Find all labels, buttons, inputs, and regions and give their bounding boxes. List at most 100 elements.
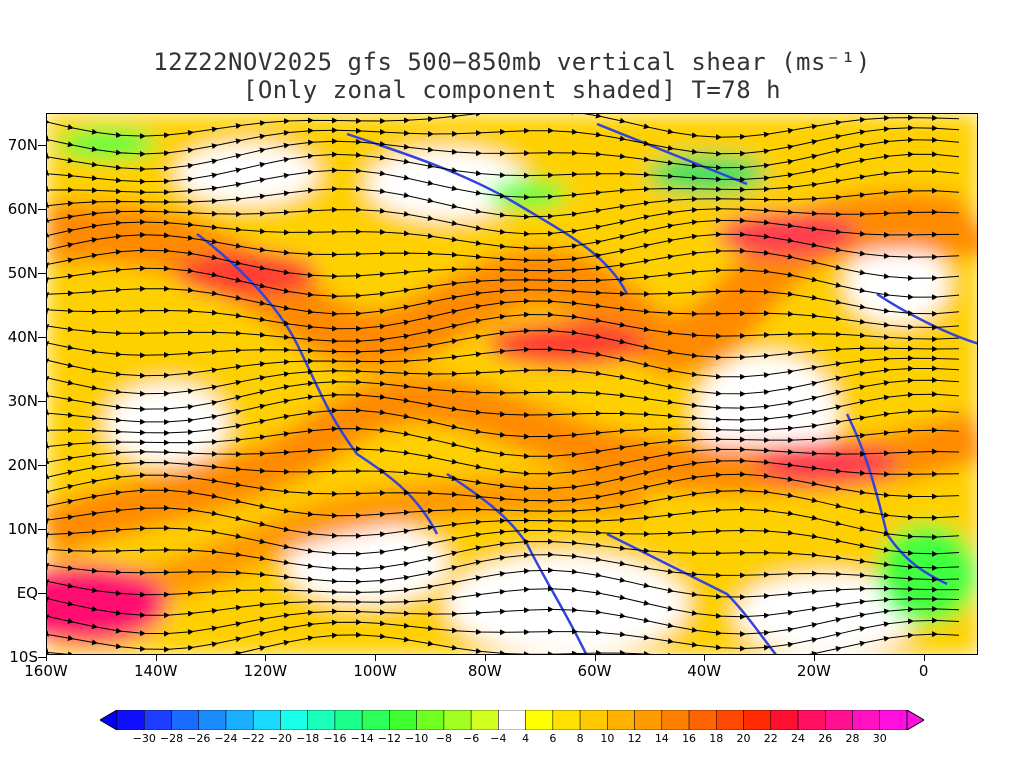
longitude-tick: [704, 655, 706, 661]
colorbar-swatch: [361, 710, 390, 730]
colorbar-label: −28: [159, 732, 184, 745]
colorbar-swatch: [198, 710, 227, 730]
colorbar-label: 26: [818, 732, 833, 745]
streamline: [47, 285, 960, 317]
colorbar: [100, 710, 924, 730]
longitude-label: 0: [918, 662, 929, 680]
colorbar-swatch: [661, 710, 690, 730]
longitude-tick: [923, 655, 925, 661]
colorbar-label: 18: [709, 732, 724, 745]
colorbar-label: 8: [576, 732, 584, 745]
colorbar-swatch: [252, 710, 281, 730]
colorbar-swatch: [552, 710, 581, 730]
colorbar-swatch: [525, 710, 554, 730]
longitude-label: 60W: [577, 662, 612, 680]
longitude-label: 20W: [796, 662, 831, 680]
colorbar-label: 22: [763, 732, 778, 745]
streamline: [47, 631, 960, 654]
colorbar-label: −24: [214, 732, 238, 745]
longitude-tick: [46, 655, 47, 661]
colorbar-label: −4: [490, 732, 507, 745]
colorbar-label: 30: [872, 732, 887, 745]
longitude-label: 160W: [24, 662, 68, 680]
longitude-label: 140W: [133, 662, 178, 680]
latitude-label: 20N: [7, 456, 38, 474]
latitude-tick: [38, 593, 46, 594]
latitude-tick: [38, 657, 46, 658]
latitude-tick: [38, 273, 46, 274]
colorbar-label: 4: [522, 732, 530, 745]
colorbar-label: 10: [600, 732, 615, 745]
colorbar-label: −18: [296, 732, 320, 745]
colorbar-swatch: [634, 710, 663, 730]
longitude-tick: [813, 655, 815, 661]
colorbar-swatch: [852, 710, 881, 730]
colorbar-label: 6: [549, 732, 557, 745]
longitude-tick: [265, 655, 267, 661]
latitude-label: 40N: [7, 328, 38, 346]
colorbar-swatch: [470, 710, 499, 730]
longitude-label: 40W: [687, 662, 722, 680]
colorbar-label: 24: [791, 732, 806, 745]
latitude-tick: [38, 337, 46, 338]
colorbar-swatch: [143, 710, 172, 730]
streamline: [47, 525, 960, 557]
colorbar-swatch: [416, 710, 445, 730]
latitude-tick: [38, 209, 46, 210]
colorbar-label: −26: [187, 732, 211, 745]
longitude-tick: [484, 655, 486, 661]
colorbar-label: −20: [268, 732, 293, 745]
colorbar-swatch: [280, 710, 308, 730]
latitude-label: 10N: [7, 520, 38, 538]
colorbar-swatch: [307, 710, 336, 730]
colorbar-swatch: [797, 710, 826, 730]
latitude-tick: [38, 145, 46, 146]
colorbar-swatch: [225, 710, 254, 730]
colorbar-label: −22: [241, 732, 265, 745]
colorbar-low-arrow: [100, 710, 118, 730]
longitude-label: 120W: [243, 662, 288, 680]
colorbar-label: −12: [377, 732, 402, 745]
latitude-label: EQ: [16, 584, 38, 602]
latitude-tick: [38, 529, 46, 530]
colorbar-swatch: [171, 710, 199, 730]
colorbar-swatch: [498, 710, 526, 730]
longitude-label: 100W: [353, 662, 397, 680]
shear-map: [47, 114, 977, 654]
latitude-tick: [38, 401, 46, 402]
map-panel: [46, 113, 978, 655]
colorbar-swatch: [879, 710, 908, 730]
colorbar-label: −8: [435, 732, 452, 745]
colorbar-label: −6: [463, 732, 480, 745]
colorbar-swatch: [716, 710, 744, 730]
colorbar-swatch: [116, 710, 145, 730]
colorbar-label: 16: [682, 732, 697, 745]
colorbar-swatch: [334, 710, 363, 730]
colorbar-swatch: [770, 710, 799, 730]
latitude-label: 60N: [7, 200, 38, 218]
colorbar-swatch: [443, 710, 472, 730]
streamline: [47, 504, 960, 541]
colorbar-swatch: [743, 710, 772, 730]
colorbar-label: −10: [405, 732, 429, 745]
streamline: [47, 265, 960, 301]
colorbar-swatch: [607, 710, 635, 730]
latitude-label: 50N: [7, 264, 38, 282]
longitude-tick: [375, 655, 377, 661]
chart-title-line2: [Only zonal component shaded] T=78 h: [242, 76, 782, 104]
longitude-label: 80W: [467, 662, 502, 680]
colorbar-label: 12: [627, 732, 642, 745]
colorbar-label: −16: [323, 732, 347, 745]
latitude-label: 10S: [9, 648, 38, 666]
colorbar-label: −30: [132, 732, 156, 745]
latitude-label: 30N: [7, 392, 38, 410]
longitude-tick: [155, 655, 157, 661]
colorbar-swatch: [579, 710, 608, 730]
colorbar-label: 20: [736, 732, 751, 745]
colorbar-label: 14: [654, 732, 669, 745]
colorbar-swatch: [825, 710, 853, 730]
colorbar-high-arrow: [906, 710, 924, 730]
chart-title-line1: 12Z22NOV2025 gfs 500−850mb vertical shea…: [153, 48, 871, 76]
colorbar-label: 28: [845, 732, 860, 745]
longitude-tick: [594, 655, 596, 661]
